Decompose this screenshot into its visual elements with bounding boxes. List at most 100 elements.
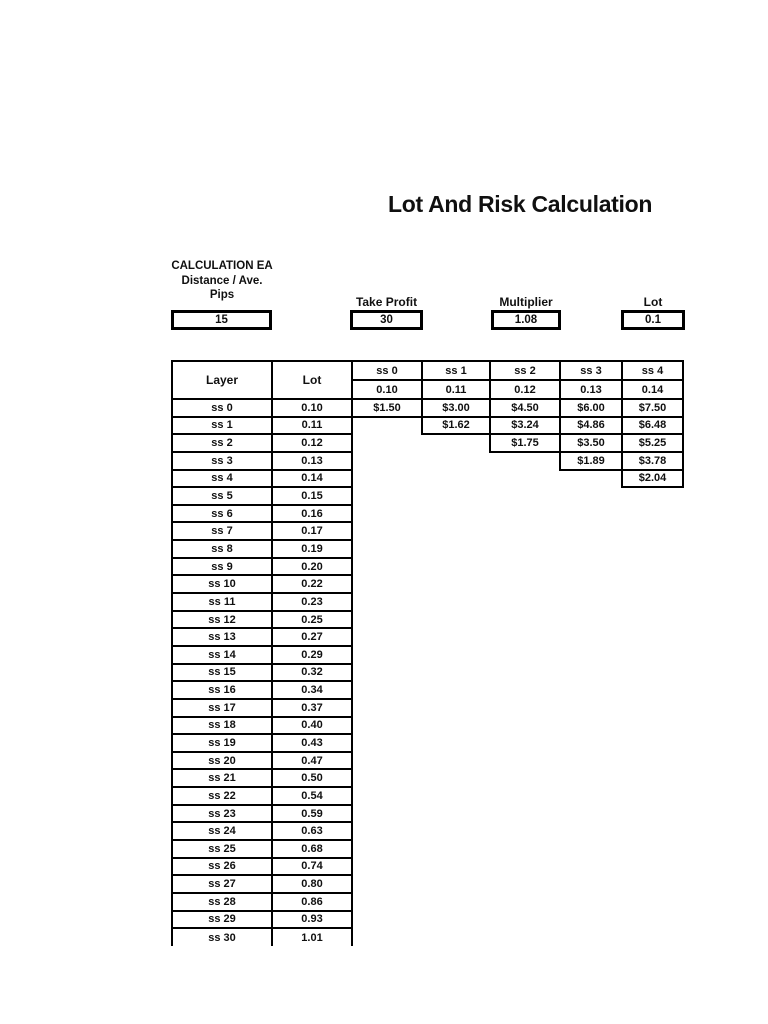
profit-cell: $6.48 bbox=[621, 415, 684, 436]
empty-cell bbox=[560, 769, 622, 787]
empty-cell bbox=[422, 911, 490, 929]
empty-cell bbox=[560, 928, 622, 946]
col-header-ss3: ss 3 bbox=[559, 360, 623, 381]
table-row: ss 0 0.10 $1.50 $3.00 $4.50 $6.00 $7.50 bbox=[171, 398, 684, 418]
table-row: ss 14 0.29 bbox=[171, 644, 683, 665]
empty-cell bbox=[422, 734, 490, 752]
lot-cell: 0.63 bbox=[271, 821, 353, 841]
empty-cell bbox=[352, 452, 422, 470]
table-row: ss 16 0.34 bbox=[171, 680, 683, 700]
empty-cell bbox=[622, 875, 683, 893]
empty-cell bbox=[560, 858, 622, 876]
empty-cell bbox=[490, 858, 560, 876]
table-header-row-2: 0.10 0.11 0.12 0.13 0.14 bbox=[172, 379, 684, 400]
lot-cell: 0.47 bbox=[271, 750, 353, 771]
layer-cell: ss 15 bbox=[171, 662, 273, 683]
table-row: ss 4 0.14 $2.04 bbox=[171, 468, 684, 489]
empty-cell bbox=[560, 752, 622, 770]
empty-cell bbox=[490, 734, 560, 752]
empty-cell bbox=[622, 628, 683, 646]
empty-cell bbox=[422, 752, 490, 770]
empty-cell bbox=[622, 787, 683, 805]
layer-cell: ss 27 bbox=[171, 874, 273, 894]
empty-cell bbox=[560, 628, 622, 646]
empty-cell bbox=[490, 487, 560, 505]
empty-cell bbox=[490, 593, 560, 611]
lot-cell: 0.40 bbox=[271, 715, 353, 736]
empty-cell bbox=[422, 611, 490, 629]
empty-cell bbox=[622, 752, 683, 770]
empty-cell bbox=[490, 822, 560, 840]
layer-cell: ss 21 bbox=[171, 768, 273, 789]
layer-cell: ss 13 bbox=[171, 627, 273, 647]
table-row: ss 9 0.20 bbox=[171, 556, 683, 577]
multiplier-value-box: 1.08 bbox=[491, 310, 561, 330]
table-body: ss 0 0.10 $1.50 $3.00 $4.50 $6.00 $7.50 ss 1 0.1… bbox=[171, 398, 684, 946]
empty-cell bbox=[352, 522, 422, 540]
lot-cell: 0.15 bbox=[271, 486, 353, 506]
layer-cell: ss 1 bbox=[171, 415, 273, 436]
table-row: ss 3 0.13 $1.89 $3.78 bbox=[171, 450, 684, 471]
col-lot-ss1: 0.11 bbox=[421, 379, 491, 400]
empty-cell bbox=[422, 805, 490, 823]
layer-cell: ss 2 bbox=[171, 433, 273, 453]
table-row: ss 26 0.74 bbox=[171, 856, 683, 877]
table-row: ss 8 0.19 bbox=[171, 539, 683, 559]
profit-cell: $3.24 bbox=[489, 415, 561, 436]
empty-cell bbox=[352, 858, 422, 876]
empty-cell bbox=[490, 893, 560, 911]
distance-label: CALCULATION EA Distance / Ave. Pips bbox=[160, 259, 284, 303]
profit-cell: $1.75 bbox=[489, 433, 561, 453]
lot-cell: 0.16 bbox=[271, 503, 353, 524]
lot-cell: 0.74 bbox=[271, 856, 353, 877]
layer-cell: ss 28 bbox=[171, 891, 273, 912]
empty-cell bbox=[622, 646, 683, 664]
empty-cell bbox=[352, 822, 422, 840]
lot-cell: 0.23 bbox=[271, 592, 353, 612]
lot-cell: 0.59 bbox=[271, 803, 353, 824]
empty-cell bbox=[352, 752, 422, 770]
empty-cell bbox=[560, 911, 622, 929]
profit-cell: $7.50 bbox=[621, 398, 684, 418]
profit-cell: $3.00 bbox=[421, 398, 491, 418]
empty-cell bbox=[422, 893, 490, 911]
take-profit-label: Take Profit bbox=[355, 295, 418, 309]
col-header-layer: Layer bbox=[171, 360, 273, 400]
empty-cell bbox=[422, 628, 490, 646]
distance-label-line2: Distance / Ave. bbox=[181, 274, 263, 287]
empty-cell bbox=[622, 540, 683, 558]
col-lot-ss0: 0.10 bbox=[351, 379, 423, 400]
empty-cell bbox=[352, 434, 422, 452]
col-header-ss4: ss 4 bbox=[621, 360, 684, 381]
table-row: ss 17 0.37 bbox=[171, 697, 683, 718]
layer-cell: ss 3 bbox=[171, 450, 273, 471]
empty-cell bbox=[352, 611, 422, 629]
empty-cell bbox=[352, 593, 422, 611]
empty-cell bbox=[422, 558, 490, 576]
table-row: ss 28 0.86 bbox=[171, 891, 683, 912]
table-row: ss 6 0.16 bbox=[171, 503, 683, 524]
empty-cell bbox=[352, 681, 422, 699]
empty-cell bbox=[490, 752, 560, 770]
lot-label: Lot bbox=[643, 295, 663, 309]
layer-cell: ss 24 bbox=[171, 821, 273, 841]
col-lot-ss2: 0.12 bbox=[489, 379, 561, 400]
table-row: ss 19 0.43 bbox=[171, 733, 683, 753]
profit-cell: $4.86 bbox=[559, 415, 623, 436]
empty-cell bbox=[422, 505, 490, 523]
empty-cell bbox=[490, 769, 560, 787]
empty-cell bbox=[352, 699, 422, 717]
empty-cell bbox=[560, 575, 622, 593]
layer-cell: ss 18 bbox=[171, 715, 273, 736]
empty-cell bbox=[352, 628, 422, 646]
col-header-ss1: ss 1 bbox=[421, 360, 491, 381]
layer-cell: ss 6 bbox=[171, 503, 273, 524]
layer-cell: ss 0 bbox=[171, 398, 273, 418]
col-lot-ss3: 0.13 bbox=[559, 379, 623, 400]
empty-cell bbox=[622, 840, 683, 858]
profit-cell: $4.50 bbox=[489, 398, 561, 418]
empty-cell bbox=[560, 875, 622, 893]
empty-cell bbox=[560, 646, 622, 664]
empty-cell bbox=[422, 593, 490, 611]
